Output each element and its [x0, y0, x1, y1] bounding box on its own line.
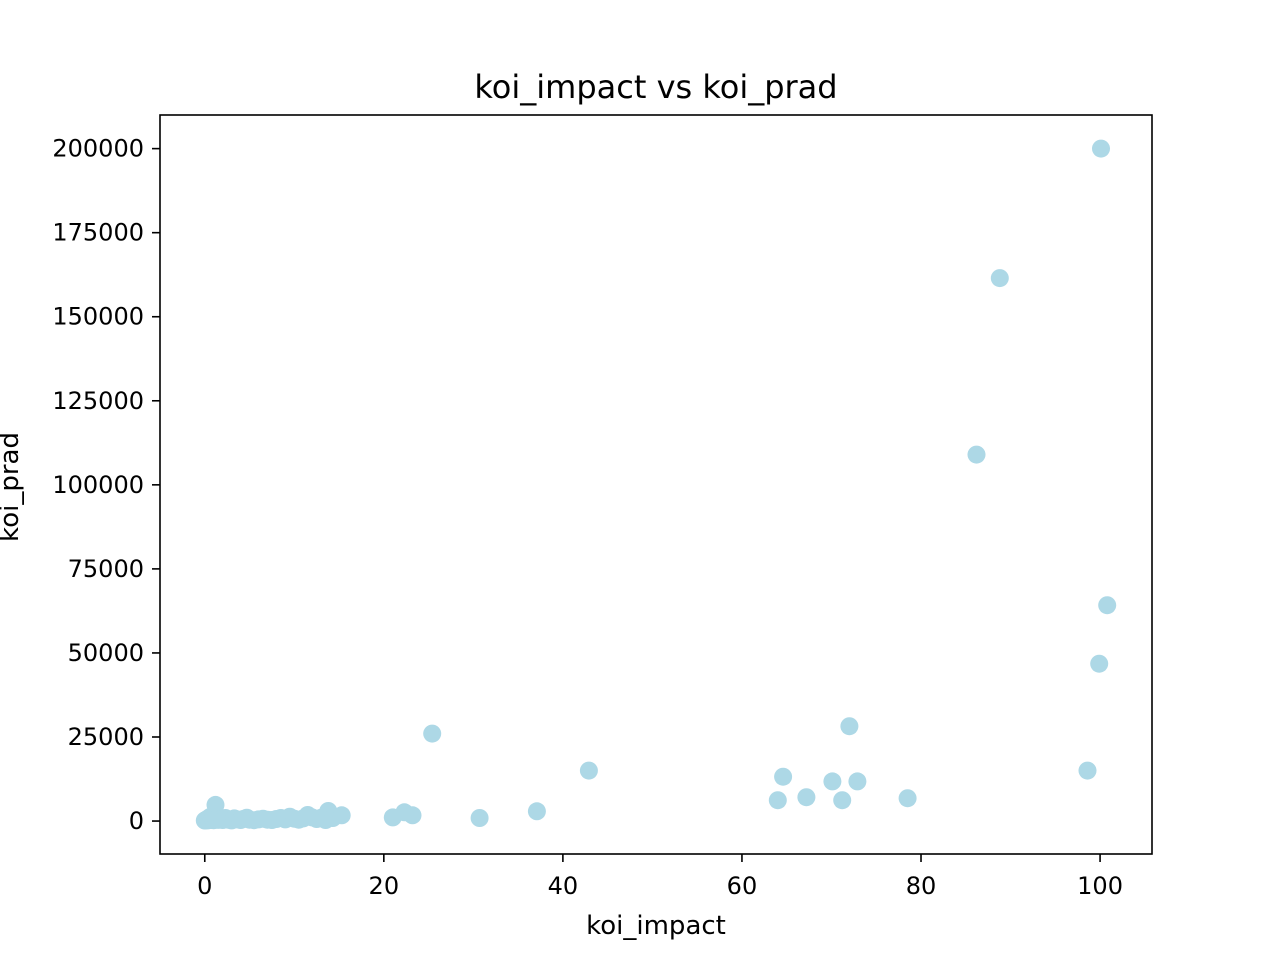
- y-tick-label: 200000: [52, 135, 144, 163]
- y-tick-label: 175000: [52, 219, 144, 247]
- data-point: [423, 724, 442, 743]
- x-tick-label: 20: [369, 872, 400, 900]
- y-tick-label: 50000: [68, 639, 144, 667]
- y-tick-label: 100000: [52, 471, 144, 499]
- y-axis-ticks: 0 25000 50000 75000 100000 125000 150000 175000…: [52, 135, 160, 835]
- data-point: [1098, 596, 1117, 615]
- data-point: [833, 791, 852, 810]
- data-point: [527, 802, 546, 821]
- chart-title: koi_impact vs koi_prad: [474, 68, 837, 106]
- data-point: [990, 269, 1009, 288]
- x-tick-label: 0: [197, 872, 212, 900]
- data-point: [579, 761, 598, 780]
- x-tick-label: 40: [548, 872, 579, 900]
- data-point: [332, 806, 351, 825]
- data-point: [1092, 139, 1110, 158]
- y-tick-label: 75000: [68, 555, 144, 583]
- data-point: [403, 806, 422, 825]
- data-point: [848, 772, 867, 791]
- data-point: [470, 809, 489, 827]
- y-tick-label: 0: [129, 807, 144, 835]
- x-tick-label: 80: [906, 872, 937, 900]
- x-tick-label: 60: [727, 872, 758, 900]
- y-tick-label: 125000: [52, 387, 144, 415]
- x-tick-label: 100: [1077, 872, 1123, 900]
- data-point: [898, 789, 917, 808]
- y-tick-label: 150000: [52, 303, 144, 331]
- data-point: [206, 795, 225, 814]
- x-axis-ticks: 0 20 40 60 80 100: [197, 854, 1123, 900]
- y-axis-label: koi_prad: [0, 432, 25, 542]
- data-point: [967, 445, 986, 464]
- data-point: [768, 791, 787, 810]
- data-point: [840, 717, 859, 736]
- scatter-points: [195, 139, 1117, 830]
- data-point: [1090, 654, 1109, 673]
- data-point: [823, 772, 842, 791]
- x-axis-label: koi_impact: [586, 911, 726, 941]
- y-tick-label: 25000: [68, 723, 144, 751]
- data-point: [1078, 761, 1097, 780]
- data-point: [774, 767, 793, 786]
- data-point: [797, 788, 816, 807]
